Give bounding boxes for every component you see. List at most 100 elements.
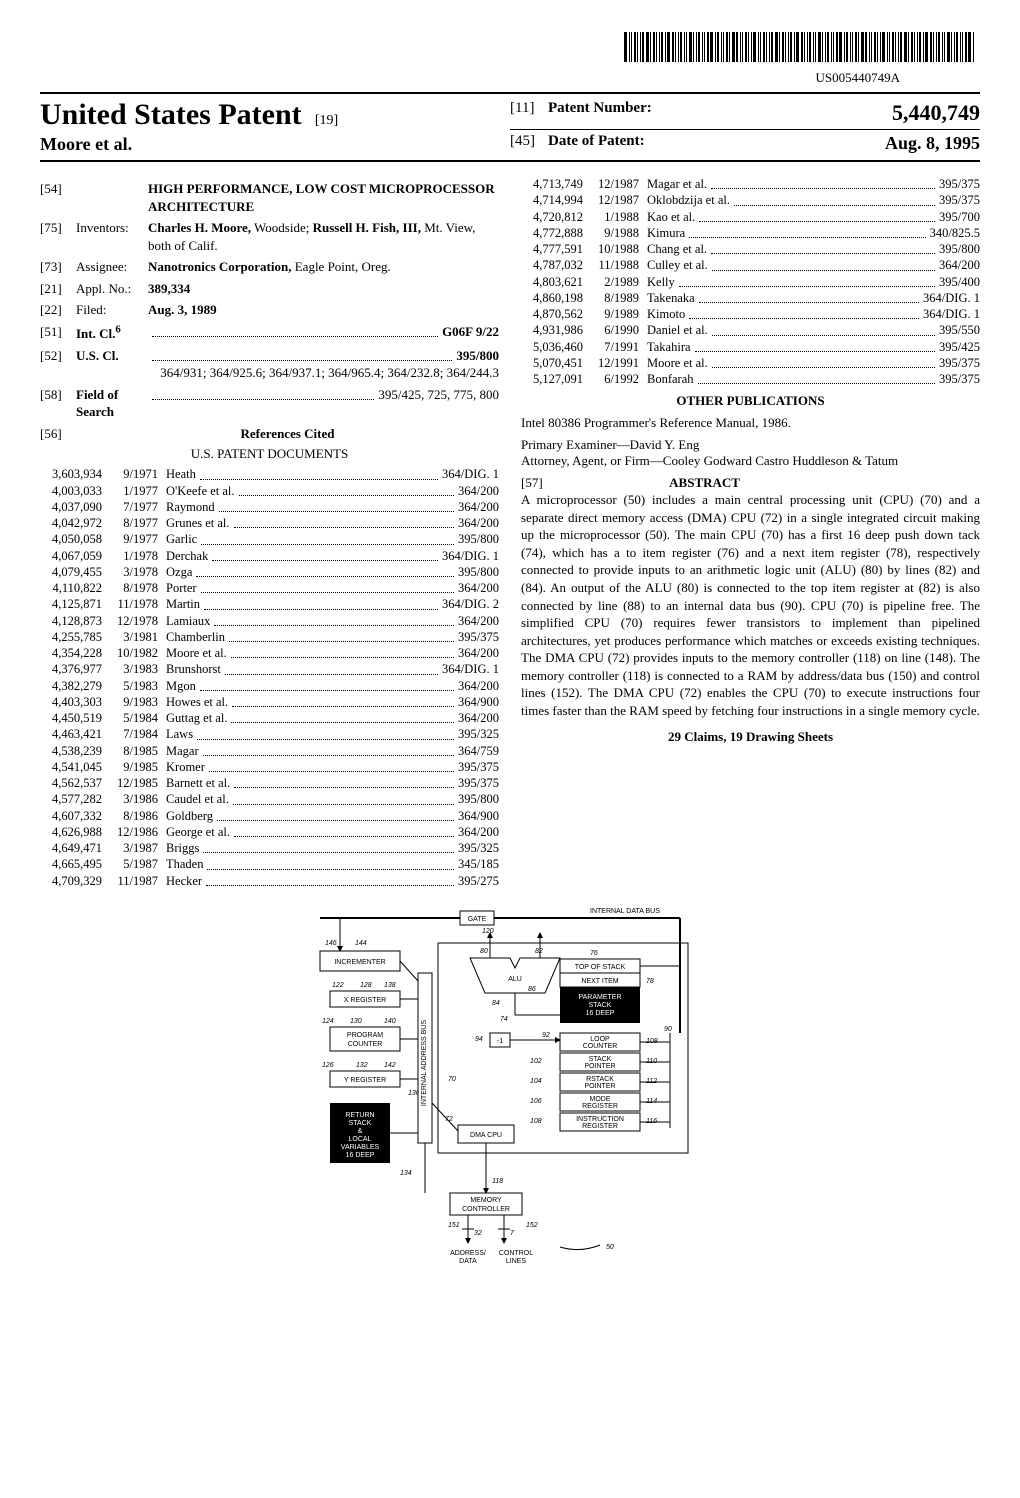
left-column: [54]HIGH PERFORMANCE, LOW COST MICROPROC… [40, 176, 499, 889]
reference-row: 4,709,32911/1987Hecker395/275 [40, 873, 499, 889]
svg-text:COUNTER: COUNTER [348, 1041, 383, 1048]
header: United States Patent [19] Moore et al. [… [40, 92, 980, 162]
right-column: 4,713,74912/1987Magar et al.395/3754,714… [521, 176, 980, 889]
biblio-row: [54]HIGH PERFORMANCE, LOW COST MICROPROC… [40, 180, 499, 215]
svg-text:16 DEEP: 16 DEEP [346, 1152, 375, 1159]
reference-row: 4,128,87312/1978Lamiaux364/200 [40, 613, 499, 629]
reference-row: 4,255,7853/1981Chamberlin395/375 [40, 629, 499, 645]
svg-text:86: 86 [528, 986, 536, 993]
reference-row: 4,541,0459/1985Kromer395/375 [40, 759, 499, 775]
svg-text:COUNTER: COUNTER [583, 1043, 618, 1050]
refs-title: References Cited [76, 425, 499, 443]
svg-text:78: 78 [646, 978, 654, 985]
reference-row: 4,050,0589/1977Garlic395/800 [40, 531, 499, 547]
svg-text:STACK: STACK [589, 1002, 612, 1009]
svg-text:X REGISTER: X REGISTER [344, 997, 386, 1004]
reference-row: 4,577,2823/1986Caudel et al.395/800 [40, 791, 499, 807]
refs-sub: U.S. PATENT DOCUMENTS [40, 446, 499, 462]
barcode-text: US005440749A [40, 70, 980, 86]
reference-row: 4,777,59110/1988Chang et al.395/800 [521, 241, 980, 257]
examiner-name: —David Y. Eng [617, 437, 700, 452]
svg-text:80: 80 [480, 948, 488, 955]
reference-row: 4,772,8889/1988Kimura340/825.5 [521, 225, 980, 241]
svg-text:PROGRAM: PROGRAM [347, 1032, 383, 1039]
svg-text:MODE: MODE [590, 1096, 611, 1103]
svg-text:142: 142 [384, 1062, 396, 1069]
firm-label: Attorney, Agent, or Firm [521, 453, 650, 468]
reference-row: 5,036,4607/1991Takahira395/425 [521, 339, 980, 355]
svg-text:REGISTER: REGISTER [582, 1123, 618, 1130]
svg-text:144: 144 [355, 940, 367, 947]
svg-text:118: 118 [492, 1178, 503, 1185]
other-pub-title: OTHER PUBLICATIONS [521, 393, 980, 409]
reference-row: 4,110,8228/1978Porter364/200 [40, 580, 499, 596]
svg-text:7: 7 [510, 1230, 515, 1237]
svg-text:106: 106 [530, 1098, 542, 1105]
svg-text:RSTACK: RSTACK [586, 1076, 614, 1083]
svg-text:128: 128 [360, 982, 372, 989]
svg-text:STACK: STACK [349, 1120, 372, 1127]
svg-text:LINES: LINES [506, 1258, 527, 1265]
reference-row: 4,450,5195/1984Guttag et al.364/200 [40, 710, 499, 726]
firm-name: —Cooley Godward Castro Huddleson & Tatum [650, 453, 898, 468]
biblio-row: [73]Assignee:Nanotronics Corporation, Ea… [40, 258, 499, 276]
svg-text:108: 108 [530, 1118, 542, 1125]
svg-text:POINTER: POINTER [584, 1063, 615, 1070]
reference-row: 4,463,4217/1984Laws395/325 [40, 726, 499, 742]
biblio-row: [21]Appl. No.:389,334 [40, 280, 499, 298]
svg-text:122: 122 [332, 982, 344, 989]
reference-row: 4,860,1988/1989Takenaka364/DIG. 1 [521, 290, 980, 306]
svg-text:84: 84 [492, 1000, 500, 1007]
svg-text:ALU: ALU [508, 976, 522, 983]
svg-text:134: 134 [400, 1170, 412, 1177]
reference-row: 4,714,99412/1987Oklobdzija et al.395/375 [521, 192, 980, 208]
abstract-tag: [57] [521, 475, 543, 490]
svg-text:CONTROLLER: CONTROLLER [462, 1206, 510, 1213]
reference-row: 4,003,0331/1977O'Keefe et al.364/200 [40, 483, 499, 499]
svg-text:90: 90 [664, 1026, 672, 1033]
examiner-label: Primary Examiner [521, 437, 617, 452]
svg-text:TOP OF STACK: TOP OF STACK [575, 964, 626, 971]
date-tag: [45] [510, 133, 548, 154]
svg-text:NEXT ITEM: NEXT ITEM [581, 978, 618, 985]
reference-row: 4,649,4713/1987Briggs395/325 [40, 840, 499, 856]
svg-text:CONTROL: CONTROL [499, 1250, 533, 1257]
svg-text:VARIABLES: VARIABLES [341, 1144, 380, 1151]
reference-row: 3,603,9349/1971Heath364/DIG. 1 [40, 466, 499, 482]
svg-text:70: 70 [448, 1076, 456, 1083]
reference-row: 4,931,9866/1990Daniel et al.395/550 [521, 322, 980, 338]
reference-row: 4,538,2398/1985Magar364/759 [40, 743, 499, 759]
biblio-row: [22]Filed:Aug. 3, 1989 [40, 301, 499, 319]
biblio-row: [58]Field of Search395/425, 725, 775, 80… [40, 386, 499, 421]
reference-row: 4,607,3328/1986Goldberg364/900 [40, 808, 499, 824]
svg-text:120: 120 [482, 928, 494, 935]
reference-row: 4,354,22810/1982Moore et al.364/200 [40, 645, 499, 661]
reference-row: 5,127,0916/1992Bonfarah395/375 [521, 371, 980, 387]
svg-text:INTERNAL ADDRESS BUS: INTERNAL ADDRESS BUS [421, 1020, 428, 1106]
svg-text:152: 152 [526, 1222, 538, 1229]
svg-text:INSTRUCTION: INSTRUCTION [576, 1116, 624, 1123]
reference-row: 4,042,9728/1977Grunes et al.364/200 [40, 515, 499, 531]
svg-text:DMA CPU: DMA CPU [470, 1132, 502, 1139]
svg-text:POINTER: POINTER [584, 1083, 615, 1090]
svg-text:-1: -1 [497, 1038, 503, 1045]
svg-text:ADDRESS/: ADDRESS/ [450, 1250, 486, 1257]
reference-row: 4,803,6212/1989Kelly395/400 [521, 274, 980, 290]
header-tag: [19] [315, 113, 338, 128]
svg-text:104: 104 [530, 1078, 542, 1085]
reference-row: 4,713,74912/1987Magar et al.395/375 [521, 176, 980, 192]
svg-text:Y REGISTER: Y REGISTER [344, 1077, 386, 1084]
svg-text:102: 102 [530, 1058, 542, 1065]
svg-text:140: 140 [384, 1018, 396, 1025]
patent-number: 5,440,749 [892, 100, 980, 126]
svg-text:REGISTER: REGISTER [582, 1103, 618, 1110]
date-value: Aug. 8, 1995 [885, 133, 980, 154]
svg-text:DATA: DATA [459, 1258, 477, 1265]
svg-text:INCREMENTER: INCREMENTER [334, 959, 385, 966]
svg-text:151: 151 [448, 1222, 460, 1229]
biblio-row: [52]U.S. Cl.395/800 364/931; 364/925.6; … [40, 347, 499, 382]
reference-row: 4,376,9773/1983Brunshorst364/DIG. 1 [40, 661, 499, 677]
svg-text:PARAMETER: PARAMETER [578, 994, 621, 1001]
abstract-title: ABSTRACT [669, 475, 740, 490]
reference-row: 4,382,2795/1983Mgon364/200 [40, 678, 499, 694]
